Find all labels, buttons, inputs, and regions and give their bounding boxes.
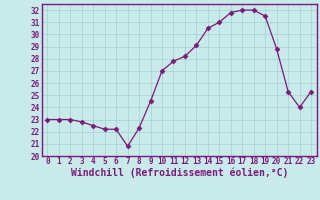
X-axis label: Windchill (Refroidissement éolien,°C): Windchill (Refroidissement éolien,°C) <box>70 168 288 178</box>
